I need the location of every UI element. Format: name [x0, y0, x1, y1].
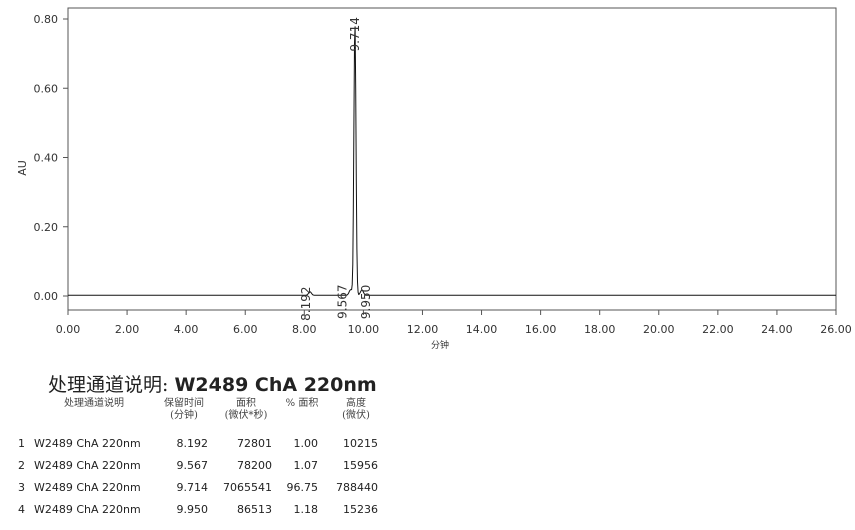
- chart-ticks: 0.00 2.00 4.00 6.00 8.00 10.00 12.00 14.00 16.00…: [34, 13, 852, 336]
- plot-frame: [67, 7, 837, 311]
- header-line: % 面积: [285, 398, 319, 409]
- x-tick-label: 12.00: [407, 323, 439, 336]
- x-tick-label: 22.00: [702, 323, 734, 336]
- x-tick-label: 10.00: [348, 323, 380, 336]
- peak-labels: 8.192 9.567 9.714 9.950: [299, 17, 373, 321]
- table-row: 3 W2489 ChA 220nm 9.714 7065541 96.75 788440: [0, 481, 420, 501]
- header-line: (微伏): [342, 410, 370, 421]
- table-cell-rt: 9.950: [176, 503, 209, 516]
- table-title-prefix: 处理通道说明:: [48, 374, 169, 396]
- x-tick-label: 4.00: [174, 323, 199, 336]
- y-tick-label: 0.00: [34, 290, 59, 303]
- table-cell-idx: 2: [18, 459, 25, 472]
- table-cell-pct: 1.07: [293, 459, 319, 472]
- table-cell-rt: 9.567: [176, 459, 209, 472]
- x-tick-label: 8.00: [292, 323, 317, 336]
- table-cell-pct: 1.18: [293, 503, 319, 516]
- chromatogram-trace: [68, 26, 836, 296]
- table-cell-name: W2489 ChA 220nm: [34, 481, 141, 494]
- table-cell-area: 78200: [237, 459, 272, 472]
- table-cell-pct: 1.00: [293, 437, 319, 450]
- table-header-cell: 处理通道说明: [34, 398, 154, 410]
- trace-line: [68, 26, 836, 296]
- table-cell-rt: 9.714: [176, 481, 209, 494]
- x-tick-label: 18.00: [584, 323, 616, 336]
- x-axis-label: 分钟: [431, 339, 449, 351]
- x-tick-label: 24.00: [761, 323, 793, 336]
- x-tick-label: 26.00: [820, 323, 852, 336]
- table-cell-pct: 96.75: [286, 481, 319, 494]
- peak-label: 9.714: [348, 17, 362, 51]
- x-tick-label: 0.00: [56, 323, 81, 336]
- table-cell-name: W2489 ChA 220nm: [34, 437, 141, 450]
- table-cell-area: 86513: [237, 503, 272, 516]
- table-row: 1 W2489 ChA 220nm 8.192 72801 1.00 10215: [0, 437, 420, 457]
- x-tick-label: 14.00: [466, 323, 498, 336]
- chromatogram-chart: 0.00 2.00 4.00 6.00 8.00 10.00 12.00 14.00 16.00…: [16, 7, 852, 351]
- y-tick-label: 0.60: [34, 82, 59, 95]
- header-line: 面积: [236, 398, 256, 409]
- table-header-cell: 面积 (微伏*秒): [214, 398, 278, 422]
- table-cell-height: 788440: [336, 481, 378, 494]
- header-line: 保留时间: [164, 398, 204, 409]
- y-axis-label: AU: [16, 160, 29, 176]
- header-line: 高度: [346, 398, 366, 409]
- table-cell-idx: 3: [18, 481, 25, 494]
- table-cell-height: 15236: [343, 503, 378, 516]
- peak-label: 9.950: [359, 285, 373, 319]
- table-title: 处理通道说明: W2489 ChA 220nm: [48, 370, 377, 397]
- x-tick-label: 16.00: [525, 323, 557, 336]
- table-cell-idx: 1: [18, 437, 25, 450]
- x-tick-label: 6.00: [233, 323, 258, 336]
- table-header-cell: 保留时间 (分钟): [156, 398, 212, 422]
- table-cell-area: 72801: [237, 437, 272, 450]
- peak-label: 8.192: [299, 286, 313, 320]
- y-tick-label: 0.40: [34, 152, 59, 165]
- header-line: (微伏*秒): [224, 410, 268, 421]
- chart-axes: [67, 7, 837, 311]
- table-cell-name: W2489 ChA 220nm: [34, 459, 141, 472]
- header-line: (分钟): [170, 410, 198, 421]
- table-cell-rt: 8.192: [176, 437, 209, 450]
- table-cell-area: 7065541: [223, 481, 272, 494]
- table-row: 4 W2489 ChA 220nm 9.950 86513 1.18 15236: [0, 503, 420, 523]
- table-cell-height: 10215: [343, 437, 378, 450]
- x-tick-label: 2.00: [115, 323, 140, 336]
- table-cell-height: 15956: [343, 459, 378, 472]
- x-tick-label: 20.00: [643, 323, 675, 336]
- table-title-channel: W2489 ChA 220nm: [174, 374, 377, 396]
- y-tick-label: 0.20: [34, 221, 59, 234]
- table-header-cell: % 面积: [280, 398, 324, 410]
- table-header-cell: 高度 (微伏): [330, 398, 382, 422]
- y-tick-label: 0.80: [34, 13, 59, 26]
- header-line: 处理通道说明: [64, 398, 124, 409]
- table-row: 2 W2489 ChA 220nm 9.567 78200 1.07 15956: [0, 459, 420, 479]
- table-cell-name: W2489 ChA 220nm: [34, 503, 141, 516]
- peak-label: 9.567: [336, 284, 350, 318]
- table-cell-idx: 4: [18, 503, 25, 516]
